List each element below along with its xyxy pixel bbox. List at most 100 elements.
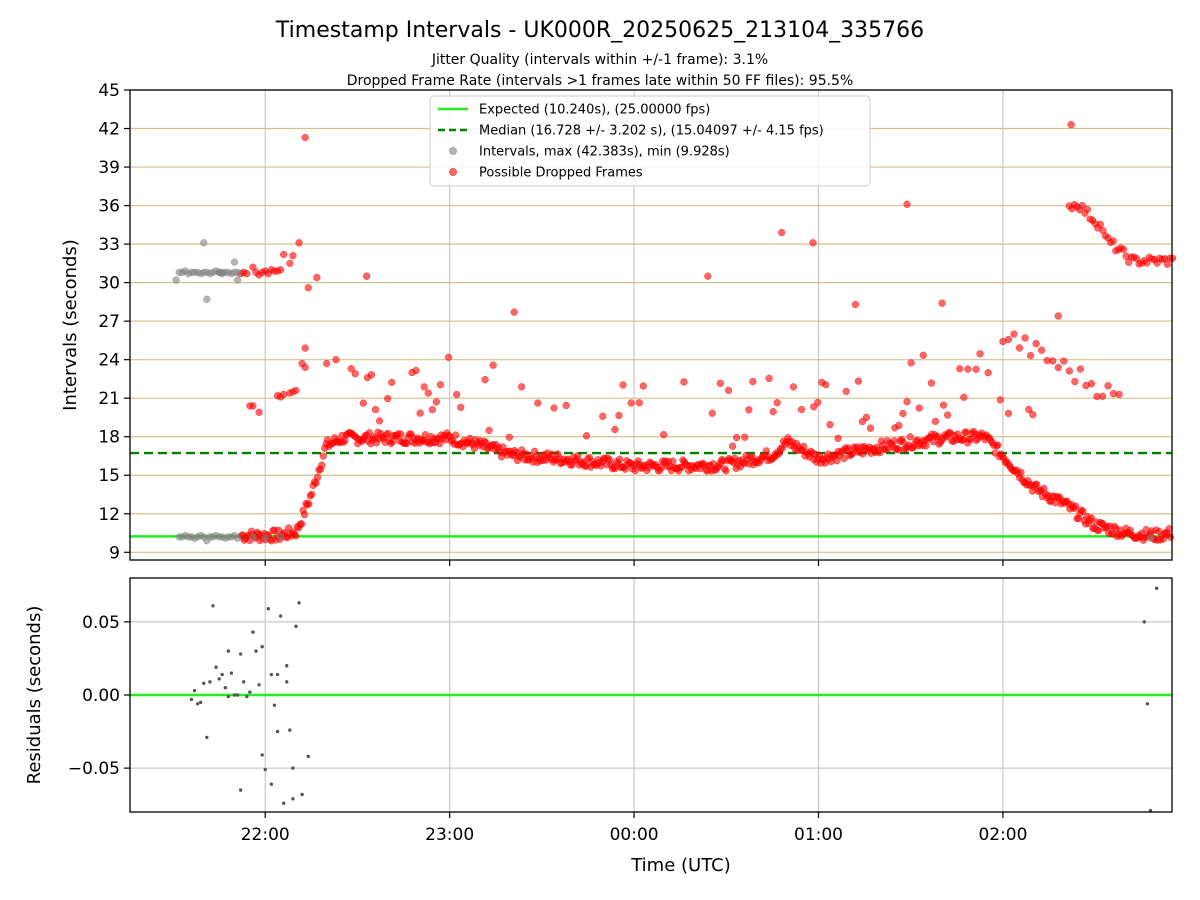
dropped-frame-point xyxy=(1109,237,1117,245)
dropped-frame-point xyxy=(582,432,591,440)
y-tick-label: 27 xyxy=(98,312,120,332)
dropped-frame-point xyxy=(1032,339,1040,348)
residual-point xyxy=(238,788,243,792)
dropped-frame-point xyxy=(669,457,677,465)
residual-x-tick-label: 00:00 xyxy=(610,825,659,845)
dropped-frame-point xyxy=(243,269,251,278)
dropped-frame-point xyxy=(809,239,817,247)
interval-point xyxy=(233,276,242,284)
residual-point xyxy=(300,792,304,797)
interval-point xyxy=(1146,534,1155,542)
dropped-frame-point xyxy=(367,371,376,379)
dropped-frame-point xyxy=(1017,468,1025,476)
dropped-frame-point xyxy=(907,359,915,367)
dropped-frame-point xyxy=(375,417,384,425)
dropped-frame-point xyxy=(249,402,257,410)
residual-point xyxy=(208,680,212,684)
dropped-frame-point xyxy=(1065,367,1073,375)
dropped-frame-point xyxy=(280,390,288,398)
dropped-frame-point xyxy=(319,452,327,460)
residual-point xyxy=(220,672,224,677)
residual-point xyxy=(248,690,252,694)
dropped-frame-point xyxy=(1004,335,1013,344)
y-tick-label: 12 xyxy=(98,505,120,525)
dropped-frame-point xyxy=(453,390,461,399)
residual-point xyxy=(291,766,295,770)
residual-point xyxy=(263,767,267,772)
dropped-frame-point xyxy=(1115,390,1123,399)
dropped-frame-point xyxy=(984,369,992,377)
residual-point xyxy=(275,729,280,734)
y-tick-label: 33 xyxy=(98,235,120,255)
y-tick-label: 9 xyxy=(109,543,120,563)
residual-point xyxy=(195,702,200,706)
dropped-frame-point xyxy=(363,272,371,280)
dropped-frame-point xyxy=(1166,533,1175,541)
dropped-frame-point xyxy=(489,361,497,369)
dropped-frame-point xyxy=(994,441,1002,449)
dropped-frame-point xyxy=(1078,201,1086,210)
residual-point xyxy=(251,630,255,634)
interval-point xyxy=(172,276,180,284)
dropped-frame-point xyxy=(505,433,514,441)
dropped-frame-point xyxy=(906,433,914,441)
dropped-frame-point xyxy=(895,421,903,430)
dropped-frame-point xyxy=(485,426,493,435)
dropped-frame-point xyxy=(301,344,309,352)
residual-y-tick-label: 0.05 xyxy=(82,613,120,633)
intervals-plot-frame xyxy=(129,89,1173,561)
y-tick-label: 45 xyxy=(98,81,120,101)
dropped-frame-point xyxy=(318,461,326,469)
intervals-y-axis-label: Intervals (seconds) xyxy=(60,239,81,411)
legend-entry: Expected (10.240s), (25.00000 fps) xyxy=(479,103,710,118)
residual-point xyxy=(306,754,310,759)
dropped-frame-point xyxy=(716,379,725,387)
dropped-frame-point xyxy=(286,259,294,268)
interval-point xyxy=(215,268,223,276)
residuals-y-axis-label: Residuals (seconds) xyxy=(24,606,45,785)
interval-point xyxy=(203,295,211,303)
dropped-frame-point xyxy=(420,383,428,391)
dropped-frame-point xyxy=(365,429,373,437)
residual-dots xyxy=(189,586,1159,813)
dropped-frame-point xyxy=(903,200,911,208)
dropped-frame-point xyxy=(1071,502,1080,510)
dropped-frame-point xyxy=(611,425,619,434)
dropped-frame-point xyxy=(388,438,396,446)
y-tick-label: 18 xyxy=(98,428,120,448)
residual-point xyxy=(257,683,261,687)
residual-point xyxy=(205,735,209,740)
residual-point xyxy=(269,782,274,786)
residual-point xyxy=(211,604,215,608)
dropped-frame-point xyxy=(960,393,968,401)
residual-point xyxy=(285,664,289,668)
dropped-frame-point xyxy=(627,399,635,407)
residual-x-tick-label: 02:00 xyxy=(978,825,1027,845)
dropped-frame-point xyxy=(457,403,465,411)
residual-point xyxy=(192,688,197,693)
dropped-frame-point xyxy=(599,412,607,420)
legend: Expected (10.240s), (25.00000 fps) Median… xyxy=(429,95,871,187)
interval-point xyxy=(249,533,257,541)
dropped-frame-point xyxy=(1087,380,1096,388)
residual-point xyxy=(242,680,246,684)
dropped-frame-point xyxy=(922,442,930,450)
dropped-frame-point xyxy=(534,399,542,407)
interval-point xyxy=(276,533,285,541)
dropped-frame-point xyxy=(1067,121,1075,129)
dropped-frame-point xyxy=(301,133,309,142)
dropped-frame-point xyxy=(822,381,830,389)
dropped-frame-point xyxy=(919,351,927,359)
dropped-frame-point xyxy=(308,490,316,498)
dropped-frame-point xyxy=(862,413,871,422)
dropped-frame-point xyxy=(292,386,300,395)
dropped-frame-point xyxy=(615,455,624,464)
dropped-frame-point xyxy=(1054,363,1062,372)
residual-x-tick-label: 22:00 xyxy=(241,825,290,845)
residual-point xyxy=(275,672,280,677)
residual-point xyxy=(281,801,286,805)
dropped-frame-point xyxy=(728,442,737,450)
dropped-frame-point xyxy=(659,431,668,439)
dropped-frame-point xyxy=(444,353,453,361)
